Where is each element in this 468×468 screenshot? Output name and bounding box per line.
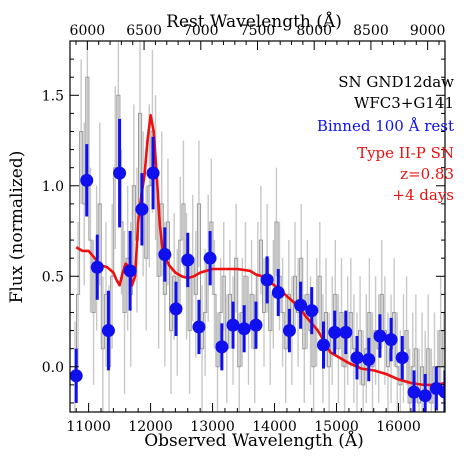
- x-axis-label: Observed Wavelength (Å): [144, 430, 364, 451]
- binned-point: [181, 253, 195, 267]
- annotation-sn-name: SN GND12daw: [338, 73, 454, 91]
- binned-point: [80, 173, 94, 187]
- top-axis-label: Rest Wavelength (Å): [166, 11, 342, 32]
- binned-point: [90, 260, 104, 274]
- y-axis-label: Flux (normalized): [7, 151, 27, 304]
- binned-point: [271, 286, 285, 300]
- binned-point: [101, 324, 115, 338]
- binned-point: [135, 202, 149, 216]
- annotation-instrument: WFC3+G141: [354, 94, 454, 112]
- binned-point: [192, 320, 206, 334]
- top-tick-label: 8500: [353, 23, 389, 39]
- binned-point: [339, 325, 353, 339]
- y-tick-label: 0.5: [42, 269, 64, 285]
- legend-annotations: SN GND12daw WFC3+G141 Binned 100 Å rest …: [317, 73, 454, 204]
- binned-point: [407, 385, 421, 399]
- binned-point: [158, 248, 172, 262]
- binned-point: [226, 318, 240, 332]
- binned-point: [350, 351, 364, 365]
- binned-point: [237, 322, 251, 336]
- binned-point: [215, 340, 229, 354]
- axes-layer: 11000 12000 13000 14000 15000 16000 6000 6500 70…: [42, 23, 446, 435]
- binned-point: [362, 353, 376, 367]
- x-tick-label: 14000: [252, 419, 297, 435]
- binned-point: [328, 325, 342, 339]
- top-tick-label: 7000: [183, 23, 219, 39]
- binned-point: [373, 329, 387, 343]
- annotation-template-type: Type II-P SN: [357, 144, 454, 162]
- annotation-redshift: z=0.83: [400, 165, 454, 183]
- binned-point: [395, 351, 409, 365]
- x-tick-label: 13000: [190, 419, 235, 435]
- x-tick-label: 15000: [314, 419, 359, 435]
- y-tick-label: 0.0: [42, 360, 64, 376]
- binned-point: [260, 273, 274, 287]
- top-tick-label: 8000: [296, 23, 332, 39]
- top-tick-label: 9000: [410, 23, 446, 39]
- binned-point: [113, 166, 127, 180]
- binned-point: [123, 264, 137, 278]
- raw-spectrum-steps: [73, 76, 445, 404]
- annotation-phase: +4 days: [392, 186, 454, 204]
- binned-point: [169, 302, 183, 316]
- top-tick-label: 7500: [240, 23, 276, 39]
- annotation-binned: Binned 100 Å rest: [317, 117, 454, 135]
- binned-point: [438, 385, 445, 399]
- binned-point: [317, 338, 331, 352]
- binned-point: [249, 318, 263, 332]
- y-tick-label: 1.5: [42, 88, 64, 104]
- binned-point: [294, 298, 308, 312]
- binned-point: [203, 251, 217, 265]
- top-tick-label: 6500: [126, 23, 162, 39]
- binned-point: [384, 333, 398, 347]
- y-tick-label: 1.0: [42, 179, 64, 195]
- binned-point: [282, 324, 296, 338]
- binned-points-layer: [70, 118, 445, 412]
- binned-point: [70, 369, 83, 383]
- binned-point: [305, 304, 319, 318]
- template-layer: [75, 113, 445, 387]
- binned-point: [146, 166, 160, 180]
- x-tick-label: 16000: [376, 419, 421, 435]
- template-spectrum-line: [75, 113, 445, 387]
- top-tick-label: 6000: [70, 23, 106, 39]
- x-tick-label: 11000: [66, 419, 111, 435]
- x-tick-label: 12000: [128, 419, 173, 435]
- binned-point: [418, 389, 432, 403]
